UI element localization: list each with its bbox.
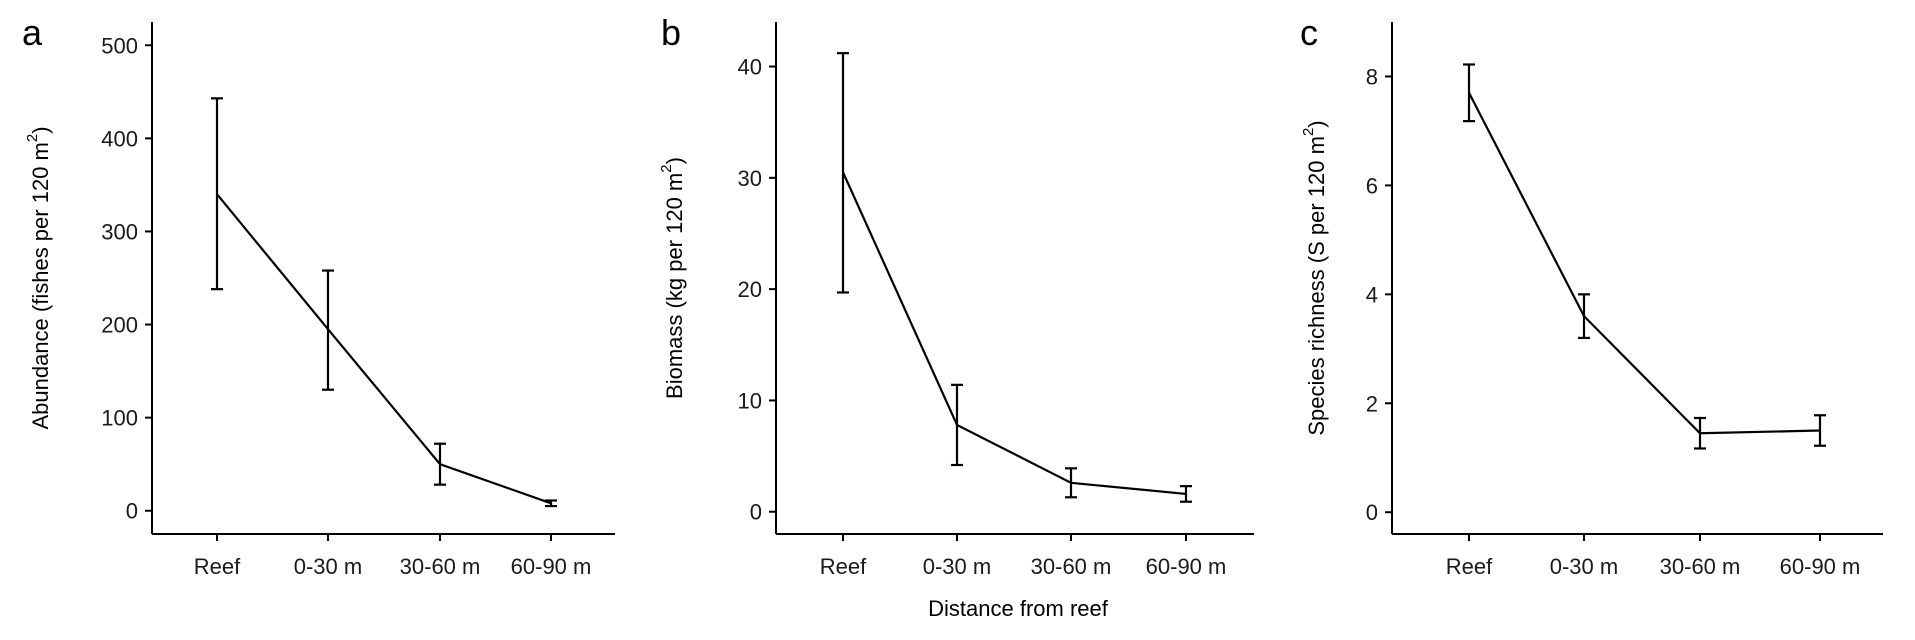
y-tick-label: 100 [101, 406, 138, 431]
error-bar [837, 52, 849, 294]
error-bar [1814, 414, 1826, 447]
x-tick-label: Reef [194, 554, 241, 579]
y-axis-title: Species richness (S per 120 m2) [1300, 120, 1329, 435]
panel-letter: c [1300, 12, 1318, 53]
x-tick-label: 0-30 m [923, 554, 991, 579]
error-bar [434, 442, 446, 486]
y-axis-title: Biomass (kg per 120 m2) [658, 157, 687, 399]
x-tick-label: 0-30 m [1550, 554, 1618, 579]
error-bar [322, 269, 334, 391]
y-tick-label: 0 [126, 499, 138, 524]
x-tick-label: 0-30 m [294, 554, 362, 579]
series-line [841, 171, 1187, 496]
panel-letter: b [661, 12, 681, 53]
x-tick-label: 60-90 m [511, 554, 592, 579]
x-axis-title: Distance from reef [928, 596, 1109, 621]
y-tick-label: 0 [750, 500, 762, 525]
y-axis-title: Abundance (fishes per 120 m2) [24, 126, 53, 429]
error-bar [1578, 293, 1590, 340]
y-tick-label: 500 [101, 33, 138, 58]
x-tick-label: Reef [1446, 554, 1493, 579]
y-tick-label: 0 [1366, 500, 1378, 525]
y-tick-label: 40 [738, 55, 762, 80]
panel-c: 0 2 4 6 8 Reef 0-30 m 30-60 m 60-90 m c Species ri… [1300, 12, 1883, 579]
error-bar [1694, 416, 1706, 450]
error-bar [211, 97, 223, 291]
x-tick-label: Reef [820, 554, 867, 579]
error-bar [951, 383, 963, 467]
series-line [216, 193, 552, 505]
panel-letter: a [22, 12, 43, 53]
x-tick-label: 60-90 m [1146, 554, 1227, 579]
y-tick-label: 400 [101, 126, 138, 151]
error-bar [545, 499, 557, 508]
panel-a: 0 100 200 300 400 500 Reef 0-30 m 30-60 m 60-90 m… [22, 12, 615, 579]
x-tick-label: 60-90 m [1780, 554, 1861, 579]
x-tick-label: 30-60 m [1031, 554, 1112, 579]
y-tick-label: 2 [1366, 391, 1378, 416]
y-tick-label: 20 [738, 277, 762, 302]
x-tick-label: 30-60 m [400, 554, 481, 579]
y-tick-label: 8 [1366, 64, 1378, 89]
x-tick-label: 30-60 m [1660, 554, 1741, 579]
error-bar [1065, 467, 1077, 499]
series-line [1468, 92, 1821, 435]
y-tick-label: 300 [101, 219, 138, 244]
error-bar [1463, 63, 1475, 123]
y-tick-label: 30 [738, 166, 762, 191]
panel-b: 0 10 20 30 40 Reef 0-30 m 30-60 m 60-90 m b Biomas… [658, 12, 1254, 579]
y-tick-label: 4 [1366, 282, 1378, 307]
y-tick-label: 200 [101, 313, 138, 338]
error-bar [1180, 485, 1192, 503]
y-tick-label: 10 [738, 388, 762, 413]
y-tick-label: 6 [1366, 173, 1378, 198]
